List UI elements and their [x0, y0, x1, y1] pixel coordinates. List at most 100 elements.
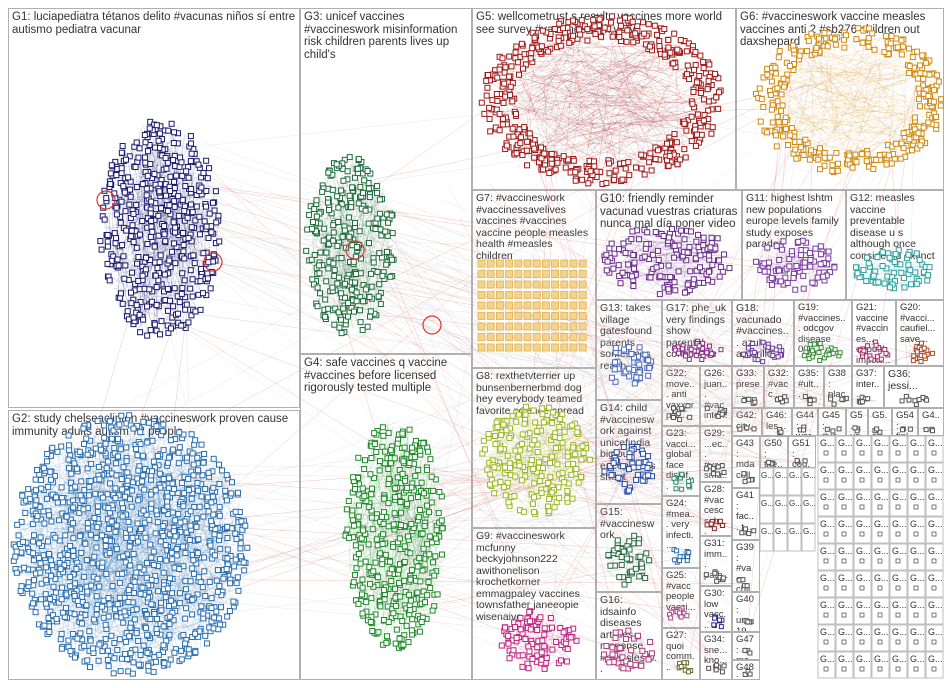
vertex-node[interactable] — [381, 587, 388, 594]
vertex-node[interactable] — [112, 495, 119, 502]
vertex-node[interactable] — [401, 558, 408, 565]
vertex-node[interactable] — [540, 166, 547, 173]
vertex-node[interactable] — [123, 227, 130, 234]
vertex-node[interactable] — [19, 492, 26, 499]
vertex-node[interactable] — [651, 22, 658, 29]
vertex-node[interactable] — [72, 580, 79, 587]
vertex-node[interactable] — [531, 154, 538, 161]
vertex-node[interactable] — [499, 55, 506, 62]
vertex-node[interactable] — [125, 599, 132, 606]
vertex-node[interactable] — [46, 551, 53, 558]
vertex-node[interactable] — [362, 207, 369, 214]
vertex-node[interactable] — [415, 514, 422, 521]
vertex-node[interactable] — [193, 523, 200, 530]
vertex-node[interactable] — [356, 228, 363, 235]
vertex-node[interactable] — [195, 487, 202, 494]
vertex-node[interactable] — [168, 325, 175, 332]
vertex-node[interactable] — [69, 520, 76, 527]
vertex-node[interactable] — [84, 520, 91, 527]
vertex-node[interactable] — [367, 581, 374, 588]
vertex-node[interactable] — [357, 560, 364, 567]
vertex-node[interactable] — [83, 602, 90, 609]
vertex-node[interactable] — [168, 597, 175, 604]
vertex-node[interactable] — [383, 639, 390, 646]
vertex-node[interactable] — [405, 533, 412, 540]
vertex-node[interactable] — [376, 458, 383, 465]
vertex-node[interactable] — [176, 566, 183, 573]
vertex-node[interactable] — [411, 454, 418, 461]
vertex-node[interactable] — [164, 493, 171, 500]
vertex-node[interactable] — [72, 483, 79, 490]
vertex-node[interactable] — [531, 145, 538, 152]
vertex-node[interactable] — [151, 611, 158, 618]
vertex-node[interactable] — [120, 619, 127, 626]
vertex-node[interactable] — [612, 167, 619, 174]
vertex-node[interactable] — [30, 538, 37, 545]
vertex-node[interactable] — [227, 580, 234, 587]
vertex-node[interactable] — [119, 143, 126, 150]
vertex-node[interactable] — [244, 544, 251, 551]
vertex-node[interactable] — [31, 577, 38, 584]
group-g36-box[interactable]: G36: jessi... — [884, 366, 944, 408]
vertex-node[interactable] — [188, 312, 195, 319]
vertex-node[interactable] — [709, 124, 716, 131]
vertex-node[interactable] — [406, 426, 413, 433]
vertex-node[interactable] — [223, 497, 230, 504]
vertex-node[interactable] — [403, 484, 410, 491]
group-g26-box[interactable]: G26: juan... #vac inter... — [700, 366, 732, 426]
vertex-node[interactable] — [182, 615, 189, 622]
vertex-node[interactable] — [47, 572, 54, 579]
vertex-node[interactable] — [125, 174, 132, 181]
vertex-node[interactable] — [135, 467, 142, 474]
vertex-node[interactable] — [164, 307, 171, 314]
vertex-node[interactable] — [67, 542, 74, 549]
vertex-node[interactable] — [136, 145, 143, 152]
vertex-node[interactable] — [179, 543, 186, 550]
vertex-node[interactable] — [387, 460, 394, 467]
vertex-node[interactable] — [548, 160, 555, 167]
vertex-node[interactable] — [200, 513, 207, 520]
vertex-node[interactable] — [381, 596, 388, 603]
vertex-node[interactable] — [170, 219, 177, 226]
vertex-node[interactable] — [438, 517, 445, 524]
vertex-node[interactable] — [193, 515, 200, 522]
vertex-node[interactable] — [171, 649, 178, 656]
vertex-node[interactable] — [160, 447, 167, 454]
vertex-node[interactable] — [630, 39, 637, 46]
vertex-node[interactable] — [385, 466, 392, 473]
vertex-node[interactable] — [200, 170, 207, 177]
vertex-node[interactable] — [376, 250, 383, 257]
vertex-node[interactable] — [108, 435, 115, 442]
vertex-node[interactable] — [579, 176, 586, 183]
vertex-node[interactable] — [143, 560, 150, 567]
vertex-node[interactable] — [127, 624, 134, 631]
vertex-node[interactable] — [430, 487, 437, 494]
vertex-node[interactable] — [391, 510, 398, 517]
vertex-node[interactable] — [199, 584, 206, 591]
vertex-node[interactable] — [494, 97, 501, 104]
vertex-node[interactable] — [203, 157, 210, 164]
vertex-node[interactable] — [524, 138, 531, 145]
vertex-node[interactable] — [105, 525, 112, 532]
vertex-node[interactable] — [224, 546, 231, 553]
vertex-node[interactable] — [110, 670, 117, 677]
vertex-node[interactable] — [142, 534, 149, 541]
vertex-node[interactable] — [407, 495, 414, 502]
vertex-node[interactable] — [156, 188, 163, 195]
vertex-node[interactable] — [134, 452, 141, 459]
vertex-node[interactable] — [142, 154, 149, 161]
vertex-node[interactable] — [113, 204, 120, 211]
vertex-node[interactable] — [591, 23, 598, 30]
vertex-node[interactable] — [677, 37, 684, 44]
vertex-node[interactable] — [303, 247, 310, 254]
vertex-node[interactable] — [84, 451, 91, 458]
vertex-node[interactable] — [25, 486, 32, 493]
vertex-node[interactable] — [404, 501, 411, 508]
vertex-node[interactable] — [171, 486, 178, 493]
vertex-node[interactable] — [518, 40, 525, 47]
vertex-node[interactable] — [137, 590, 144, 597]
vertex-node[interactable] — [357, 544, 364, 551]
vertex-node[interactable] — [325, 199, 332, 206]
vertex-node[interactable] — [407, 607, 414, 614]
vertex-node[interactable] — [308, 256, 315, 263]
